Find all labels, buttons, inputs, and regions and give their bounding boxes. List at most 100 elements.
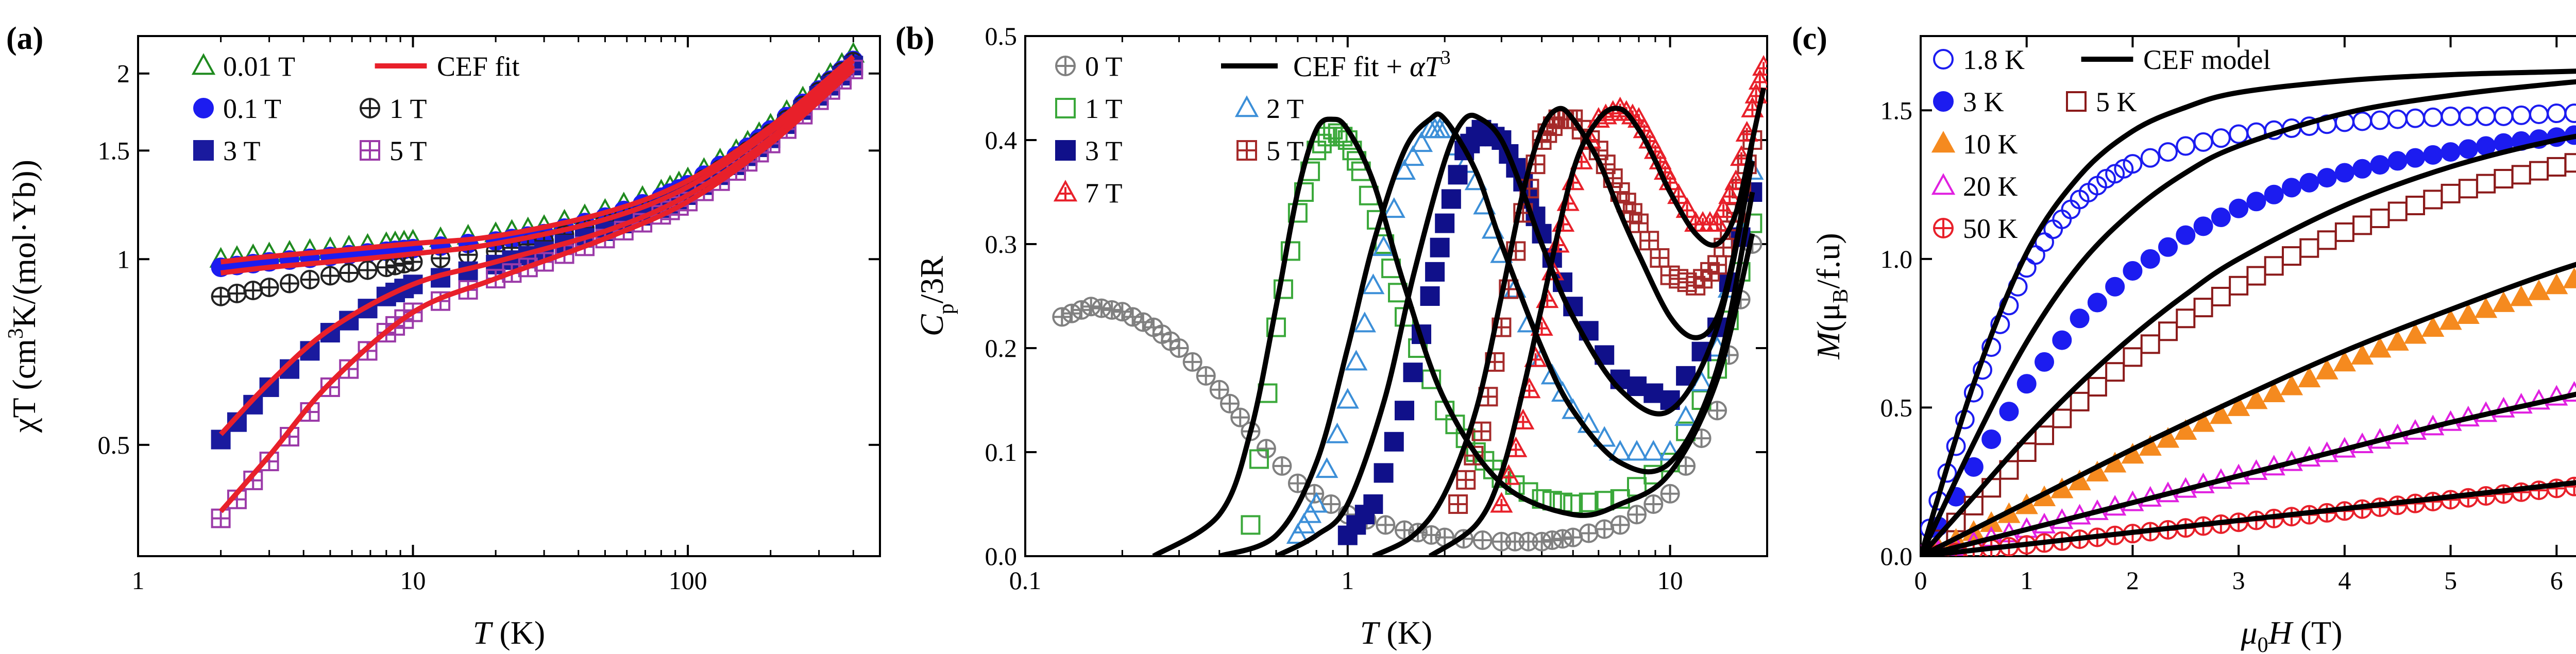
panel-b-point-5-t [1650,248,1670,268]
panel-b-point-2-t [1593,426,1616,447]
panel-c-point-10-k [2245,388,2268,409]
panel-c-legend-label: 10 K [1963,129,2018,160]
panel-c-point-10-k [2456,303,2480,324]
panel-b-point-0-t [1123,307,1143,327]
panel-b-legend-label: 3 T [1085,135,1123,166]
panel-c-legend-marker [1933,49,1954,70]
panel-c-point-3-k [2176,225,2196,245]
panel-a-xlabel-unit: (K) [491,614,545,651]
panel-a-ytick-label: 1.5 [98,136,130,165]
panel-b-point-0-t [1062,303,1082,323]
panel-c-point-3-k [2123,261,2143,281]
panel-b-legend-label: 2 T [1266,93,1304,124]
panel-b-legend: 0 T 1 T 2 T 3 T 5 T 7 T [1053,51,1304,209]
panel-c-point-10-k [2563,267,2576,288]
panel-c-point-10-k [2174,419,2197,440]
panel-b-point-0-t [1579,523,1599,543]
panel-b-point-1-t [1328,123,1348,143]
panel-c-point-5-k [2352,215,2372,235]
panel-c-point-5-k [2441,183,2461,203]
panel-c-legend: 1.8 K CEF model 3 K 5 K 10 K 20 K 50 K [1931,44,2271,244]
panel-c-point-1.8-k [2476,106,2496,126]
panel-c-point-5-k [2405,195,2425,215]
panel-b-xtick-label: 1 [1341,566,1354,595]
panel-c-legend-label: 20 K [1963,171,2018,202]
panel-c-point-10-k [2421,316,2445,337]
panel-b-point-2-t [1286,523,1309,544]
panel-a-xlabel-symbol: T [473,614,494,651]
panel-b-point-2-t [1393,159,1416,180]
panel-b-point-5-t [1639,231,1659,251]
panel-b-fit-fit-2-t [1218,111,1755,556]
panel-b-point-0-t [1272,456,1292,476]
panel-c-ytick-label: 0.5 [1880,393,1913,422]
panel-b-point-7-t [1490,492,1513,513]
panel-a-fit-cef-fit-1-t [221,58,855,276]
panel-b-label: (b) [895,21,935,56]
panel-b-point-5-t [1448,494,1468,514]
panel-c-legend-marker [1933,91,1954,112]
panel-c-point-10-k [2192,411,2215,432]
panel-c-point-5-k [2264,256,2284,276]
panel-b-point-3-t [1403,363,1423,383]
panel-b-ytick-label: 0.5 [985,22,1018,50]
panel-c-xtick-label: 2 [2126,566,2139,595]
panel-b-point-2-t [1642,440,1665,461]
panel-c-point-1.8-k [2441,106,2461,126]
panel-c-point-5-k [2387,201,2408,221]
panel-a-xtick-label: 10 [400,566,426,595]
panel-a-ylabel-main: (cm [6,339,42,399]
panel-b-point-2-t [1336,388,1359,409]
panel-b-point-1-t [1742,213,1762,233]
panel-b-point-0-t [1052,307,1072,327]
panel-c-point-10-k [2156,427,2180,448]
panel-b-legend-label: 0 T [1085,51,1123,82]
panel-b-point-7-t [1748,68,1767,90]
panel-c-point-3-k [2441,142,2461,162]
panel-c-point-10-k [2386,330,2409,351]
panel-b-legend-marker [1055,56,1076,76]
panel-c-point-3-k [2264,184,2284,204]
panel-b-chart: 0.1 1 100.00.10.20.30.40.5 (b) T (K) Cp/3R… [895,21,1768,651]
panel-c-point-3-k [2229,198,2249,218]
panel-a-fit-cef-fit-5-t [218,67,855,513]
panel-b-point-2-t [1551,381,1574,402]
panel-c-point-10-k [2527,279,2551,300]
panel-a-legend-label: 0.01 T [223,51,295,82]
panel-c-point-3-k [2334,163,2354,183]
panel-c-point-10-k [2262,381,2285,402]
panel-b-point-0-t [1209,380,1229,400]
panel-a-data [209,42,865,528]
panel-a-ytick-label: 0.5 [98,431,130,459]
panel-b-point-3-t [1435,213,1455,233]
panel-c-point-3-k [2458,139,2478,159]
panel-b-point-0-t [1182,352,1202,372]
panel-b-point-0-t [1626,505,1647,525]
panel-c-point-1.8-k [2370,110,2390,130]
panel-b-legend-marker [1236,140,1257,161]
panel-a-point-1-t [243,280,263,300]
panel-b-fit-fit-7-t [1428,87,1766,556]
panel-c-ylabel-main: (μ [1810,303,1846,332]
panel-c-point-10-k [2298,366,2321,388]
panel-c-data [1921,68,2576,556]
panel-a-fit-cef-fit-0.01-t [221,55,855,265]
panel-a-xlabel: T (K) [473,614,545,651]
panel-c-xtick-label: 3 [2232,566,2245,595]
panel-b-point-0-t [1196,366,1216,386]
panel-c-point-1.8-k [2140,148,2160,168]
panel-c-xlabel-unit: (T) [2292,614,2343,651]
panel-c-fit-cef-20-k [1921,391,2576,556]
panel-c-point-1.8-k [2564,104,2576,124]
panel-c-xlabel: μ0H (T) [2240,614,2342,654]
panel-b-point-0-t [1660,484,1680,504]
panel-c-legend-label: 50 K [1963,213,2018,244]
panel-c-plot-frame [1920,35,2576,557]
panel-c-point-5-k [2511,165,2531,185]
panel-a-legend-label: 0.1 T [223,93,281,124]
panel-c-point-10-k [2492,291,2515,312]
panel-c-point-5-k [2158,321,2178,341]
panel-c-point-5-k [2423,190,2443,210]
panel-a-plot-area [209,42,865,528]
panel-b-point-3-t [1420,286,1440,306]
